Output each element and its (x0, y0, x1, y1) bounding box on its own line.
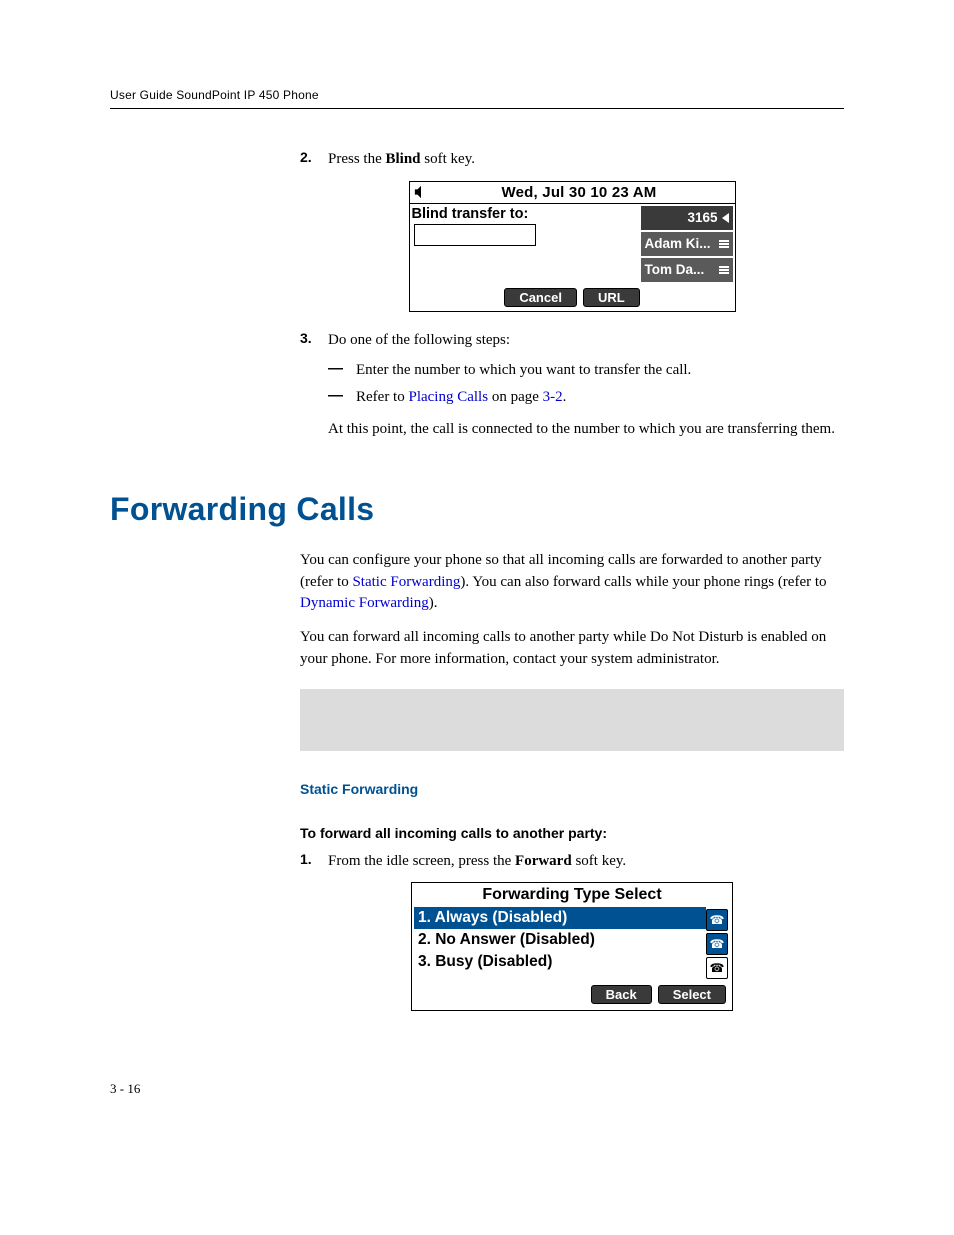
text-fragment: Press the (328, 151, 386, 167)
phone-main-area: Blind transfer to: (410, 204, 641, 284)
softkey-back[interactable]: Back (591, 985, 652, 1004)
sub-bullet: — Enter the number to which you want to … (328, 360, 844, 382)
subsection-heading-static-forwarding: Static Forwarding (300, 781, 844, 797)
step-2: 2. Press the Blind soft key. (300, 149, 844, 171)
text-fragment: . (563, 389, 567, 405)
phone-datetime: Wed, Jul 30 10 23 AM (428, 184, 731, 201)
softkey-cancel[interactable]: Cancel (504, 288, 577, 307)
step-text: From the idle screen, press the Forward … (328, 851, 626, 873)
body-paragraph: You can forward all incoming calls to an… (300, 627, 844, 671)
document-page: User Guide SoundPoint IP 450 Phone 2. Pr… (0, 0, 954, 1137)
phone-screenshot-blind-transfer: Wed, Jul 30 10 23 AM Blind transfer to: … (409, 181, 736, 312)
phone-menu-icons (706, 907, 732, 979)
softkey-url[interactable]: URL (583, 288, 640, 307)
arrow-left-icon (722, 213, 729, 223)
page-header: User Guide SoundPoint IP 450 Phone (110, 88, 844, 102)
handset-icon (706, 933, 728, 955)
bold-term: Forward (515, 853, 572, 869)
phone-menu-title: Forwarding Type Select (412, 883, 732, 907)
phone-screenshot-forwarding-type: Forwarding Type Select 1. Always (Disabl… (411, 882, 733, 1011)
sub-bullet: — Refer to Placing Calls on page 3-2. (328, 387, 844, 409)
bullet-text: Refer to Placing Calls on page 3-2. (356, 387, 566, 409)
phone-line-keys: 3165 Adam Ki... Tom Da... (641, 204, 735, 284)
bullet-text: Enter the number to which you want to tr… (356, 360, 691, 382)
menu-item-no-answer[interactable]: 2. No Answer (Disabled) (414, 929, 706, 951)
step-3: 3. Do one of the following steps: (300, 330, 844, 352)
line-key-label: Adam Ki... (645, 236, 711, 251)
text-fragment: Refer to (356, 389, 408, 405)
step-1: 1. From the idle screen, press the Forwa… (300, 851, 844, 873)
link-page-3-2[interactable]: 3-2 (543, 389, 563, 405)
line-key-contact-1[interactable]: Adam Ki... (641, 232, 733, 256)
handset-icon (706, 909, 728, 931)
dash-marker: — (328, 360, 356, 382)
text-fragment: soft key. (421, 151, 475, 167)
procedure-heading: To forward all incoming calls to another… (300, 825, 844, 841)
phone-body: Blind transfer to: 3165 Adam Ki... Tom D… (410, 204, 735, 284)
handset-icon (706, 957, 728, 979)
keypad-icon (719, 239, 729, 249)
step-text: Do one of the following steps: (328, 330, 510, 352)
page-footer: 3 - 16 (110, 1081, 844, 1097)
transfer-number-input[interactable] (414, 224, 536, 246)
link-static-forwarding[interactable]: Static Forwarding (352, 574, 460, 590)
page-number: 3 - 16 (110, 1081, 140, 1096)
step-number: 1. (300, 851, 328, 873)
softkey-select[interactable]: Select (658, 985, 726, 1004)
follow-paragraph: At this point, the call is connected to … (328, 419, 844, 441)
link-placing-calls[interactable]: Placing Calls (408, 389, 488, 405)
step-text: Press the Blind soft key. (328, 149, 475, 171)
speaker-icon (414, 185, 428, 199)
step-number: 2. (300, 149, 328, 171)
keypad-icon (719, 265, 729, 275)
header-text: User Guide SoundPoint IP 450 Phone (110, 88, 319, 102)
phone-softkeys: Cancel URL (410, 284, 735, 311)
line-key-ext[interactable]: 3165 (641, 206, 733, 230)
phone-menu-list: 1. Always (Disabled) 2. No Answer (Disab… (412, 907, 706, 979)
phone-status-bar: Wed, Jul 30 10 23 AM (410, 182, 735, 204)
line-key-label: Tom Da... (645, 262, 705, 277)
text-fragment: ). (429, 595, 438, 611)
menu-item-always[interactable]: 1. Always (Disabled) (414, 907, 706, 929)
note-placeholder-box (300, 689, 844, 751)
bold-term: Blind (386, 151, 421, 167)
text-fragment: on page (488, 389, 543, 405)
link-dynamic-forwarding[interactable]: Dynamic Forwarding (300, 595, 429, 611)
text-fragment: ). You can also forward calls while your… (460, 574, 826, 590)
section-content: You can configure your phone so that all… (110, 550, 844, 1012)
body-paragraph: You can configure your phone so that all… (300, 550, 844, 615)
line-key-label: 3165 (687, 210, 717, 225)
step-number: 3. (300, 330, 328, 352)
main-content: 2. Press the Blind soft key. Wed, Jul 30… (110, 149, 844, 441)
dash-marker: — (328, 387, 356, 409)
text-fragment: From the idle screen, press the (328, 853, 515, 869)
header-rule (110, 108, 844, 109)
phone-menu-body: 1. Always (Disabled) 2. No Answer (Disab… (412, 907, 732, 979)
line-key-contact-2[interactable]: Tom Da... (641, 258, 733, 282)
text-fragment: soft key. (572, 853, 626, 869)
phone-softkeys: Back Select (412, 979, 732, 1010)
blind-transfer-label: Blind transfer to: (412, 206, 637, 222)
section-heading-forwarding-calls: Forwarding Calls (110, 491, 844, 528)
menu-item-busy[interactable]: 3. Busy (Disabled) (414, 951, 706, 973)
